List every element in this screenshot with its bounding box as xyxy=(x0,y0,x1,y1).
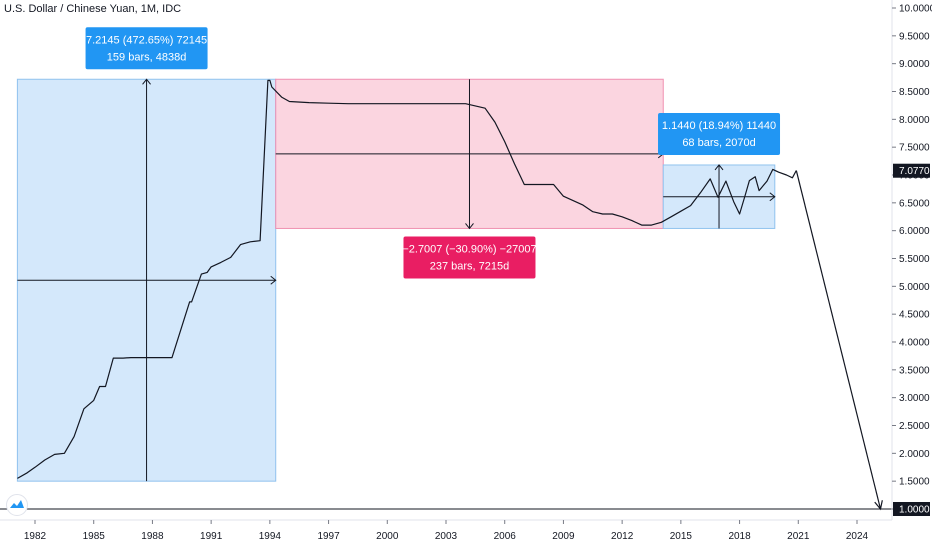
x-tick-label: 2006 xyxy=(494,531,517,542)
current-price-badge-text: 7.0770 xyxy=(899,166,930,177)
range-1-label-line2: 159 bars, 4838d xyxy=(107,51,187,63)
y-tick-label: 8.5000 xyxy=(899,87,930,98)
y-tick-label: 7.5000 xyxy=(899,143,930,154)
y-tick-label: 4.0000 xyxy=(899,338,930,349)
y-tick-label: 2.5000 xyxy=(899,421,930,432)
x-tick-label: 2024 xyxy=(846,531,869,542)
range-3-label-line2: 68 bars, 2070d xyxy=(682,137,755,149)
x-tick-label: 1991 xyxy=(200,531,223,542)
range-2-label-line2: 237 bars, 7215d xyxy=(430,260,510,272)
series-layer xyxy=(0,79,892,511)
range-1-label-line1: 7.2145 (472.65%) 72145 xyxy=(86,34,207,46)
range-2-label-bg xyxy=(403,236,536,279)
x-tick-label: 1997 xyxy=(317,531,340,542)
y-tick-label: 3.0000 xyxy=(899,393,930,404)
price-line xyxy=(17,79,797,479)
x-tick-label: 1982 xyxy=(24,531,47,542)
x-tick-label: 2015 xyxy=(670,531,693,542)
x-tick-label: 2021 xyxy=(787,531,810,542)
range-labels-layer: 7.2145 (472.65%) 72145 159 bars, 4838d −2.… xyxy=(85,27,781,279)
x-tick-label: 2003 xyxy=(435,531,458,542)
reference-price-badge-bg xyxy=(893,502,930,516)
range-boxes-layer xyxy=(16,78,776,482)
y-tick-label: 5.5000 xyxy=(899,254,930,265)
x-tick-label: 2012 xyxy=(611,531,634,542)
reference-price-badge-text: 1.0000 xyxy=(899,505,930,516)
y-tick-label: 4.5000 xyxy=(899,310,930,321)
y-tick-label: 9.0000 xyxy=(899,59,930,70)
y-tick-label: 6.0000 xyxy=(899,226,930,237)
tradingview-logo[interactable] xyxy=(6,494,28,516)
logo-icon xyxy=(6,494,28,516)
range-3-horizontal-arrowhead xyxy=(769,192,776,202)
range-3-label-line1: 1.1440 (18.94%) 11440 xyxy=(662,120,776,132)
range-1-horizontal-arrowhead xyxy=(270,275,277,285)
chart-title: U.S. Dollar / Chinese Yuan, 1M, IDC xyxy=(4,3,182,15)
range-3-vertical-arrowhead xyxy=(714,164,724,171)
current-price-badge-bg xyxy=(893,163,930,178)
range-1-vertical-arrowhead xyxy=(142,78,151,85)
y-tick-label: 1.5000 xyxy=(899,477,930,488)
range-2-label-line1: −2.7007 (−30.90%) −27007 xyxy=(402,243,536,255)
range-3-label-bg xyxy=(658,112,781,155)
x-tick-label: 2018 xyxy=(728,531,751,542)
y-tick-label: 5.0000 xyxy=(899,282,930,293)
range-2-vertical-arrowhead xyxy=(465,223,474,230)
x-tick-label: 1988 xyxy=(141,531,164,542)
range-1-label-bg xyxy=(85,27,208,70)
y-tick-label: 8.0000 xyxy=(899,115,930,126)
y-tick-label: 10.0000 xyxy=(899,4,932,15)
y-tick-label: 2.0000 xyxy=(899,449,930,460)
y-tick-label: 9.5000 xyxy=(899,31,930,42)
y-tick-label: 3.5000 xyxy=(899,365,930,376)
projection-arrow-line xyxy=(795,170,882,510)
y-tick-label: 6.5000 xyxy=(899,198,930,209)
x-tick-label: 1985 xyxy=(83,531,106,542)
x-tick-label: 2000 xyxy=(376,531,399,542)
x-tick-label: 2009 xyxy=(552,531,575,542)
x-tick-label: 1994 xyxy=(259,531,282,542)
